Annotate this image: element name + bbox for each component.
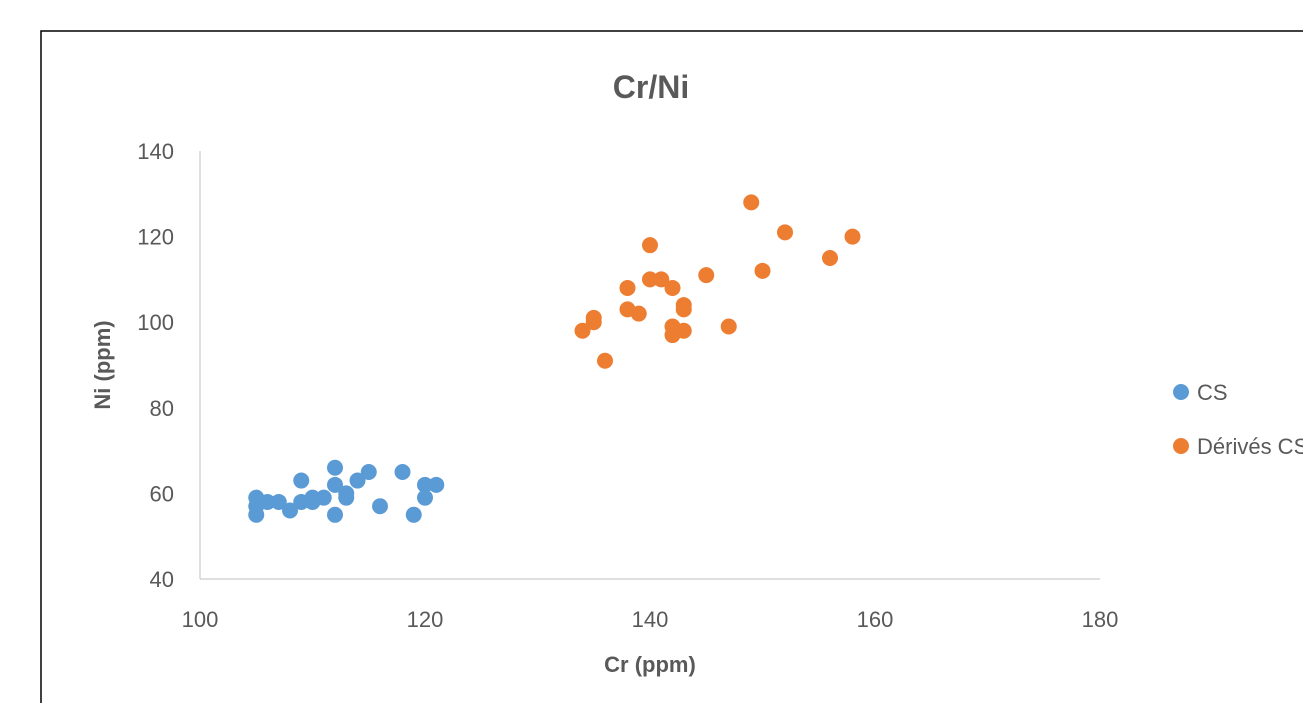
data-point-derives-cs	[630, 305, 647, 322]
data-point-cs	[428, 476, 445, 493]
x-axis-label: Cr (ppm)	[604, 652, 696, 677]
axes	[199, 151, 1100, 580]
data-point-cs	[405, 506, 422, 523]
data-point-derives-cs	[720, 318, 737, 335]
y-tick-label: 80	[150, 396, 174, 421]
data-point-derives-cs	[754, 262, 771, 279]
data-point-cs	[293, 472, 310, 489]
legend-label: Dérivés CS	[1197, 434, 1303, 459]
data-point-cs	[338, 489, 355, 506]
data-point-cs	[270, 493, 287, 510]
chart-title: Cr/Ni	[613, 69, 689, 105]
y-tick-label: 60	[150, 481, 174, 506]
chart-frame	[40, 30, 1303, 703]
legend-marker	[1173, 438, 1189, 454]
data-point-derives-cs	[597, 352, 613, 369]
data-point-derives-cs	[664, 279, 681, 296]
legend-marker	[1173, 384, 1189, 400]
x-tick-label: 120	[407, 607, 444, 632]
data-point-cs	[248, 506, 265, 523]
y-axis-label: Ni (ppm)	[90, 320, 115, 409]
legend: CS Dérivés CS	[1173, 380, 1303, 459]
legend-label: CS	[1197, 380, 1228, 405]
data-point-derives-cs	[844, 228, 861, 245]
data-point-derives-cs	[675, 301, 692, 318]
y-tick-label: 40	[150, 567, 174, 592]
data-point-cs	[360, 464, 377, 480]
data-point-derives-cs	[642, 271, 658, 288]
data-point-cs	[327, 459, 343, 476]
y-tick-label: 140	[137, 139, 174, 164]
data-point-cs	[282, 502, 298, 519]
x-tick-label: 140	[632, 607, 669, 632]
data-point-derives-cs	[822, 250, 838, 266]
data-point-derives-cs	[698, 267, 715, 284]
data-point-cs	[417, 489, 433, 506]
data-point-derives-cs	[675, 322, 692, 339]
data-point-cs	[372, 498, 388, 515]
data-point-cs	[315, 489, 332, 506]
data-points	[248, 194, 861, 523]
data-point-cs	[327, 476, 343, 493]
data-point-derives-cs	[619, 279, 636, 296]
y-tick-labels: 40 60 80 100 120 140	[137, 139, 174, 592]
data-point-derives-cs	[743, 194, 760, 211]
x-tick-label: 100	[182, 607, 219, 632]
y-tick-label: 100	[137, 310, 174, 335]
x-tick-labels: 100 120 140 160 180	[182, 607, 1119, 632]
data-point-derives-cs	[574, 322, 591, 339]
data-point-cs	[259, 493, 276, 510]
y-tick-label: 120	[137, 225, 174, 250]
data-point-cs	[327, 506, 343, 523]
data-point-derives-cs	[777, 224, 793, 241]
data-point-derives-cs	[585, 314, 602, 331]
x-tick-label: 160	[857, 607, 894, 632]
data-point-cs	[417, 476, 433, 493]
data-point-cs	[349, 472, 366, 489]
data-point-cs	[394, 464, 411, 480]
data-point-derives-cs	[642, 237, 658, 254]
x-tick-label: 180	[1082, 607, 1119, 632]
data-point-derives-cs	[653, 271, 670, 288]
